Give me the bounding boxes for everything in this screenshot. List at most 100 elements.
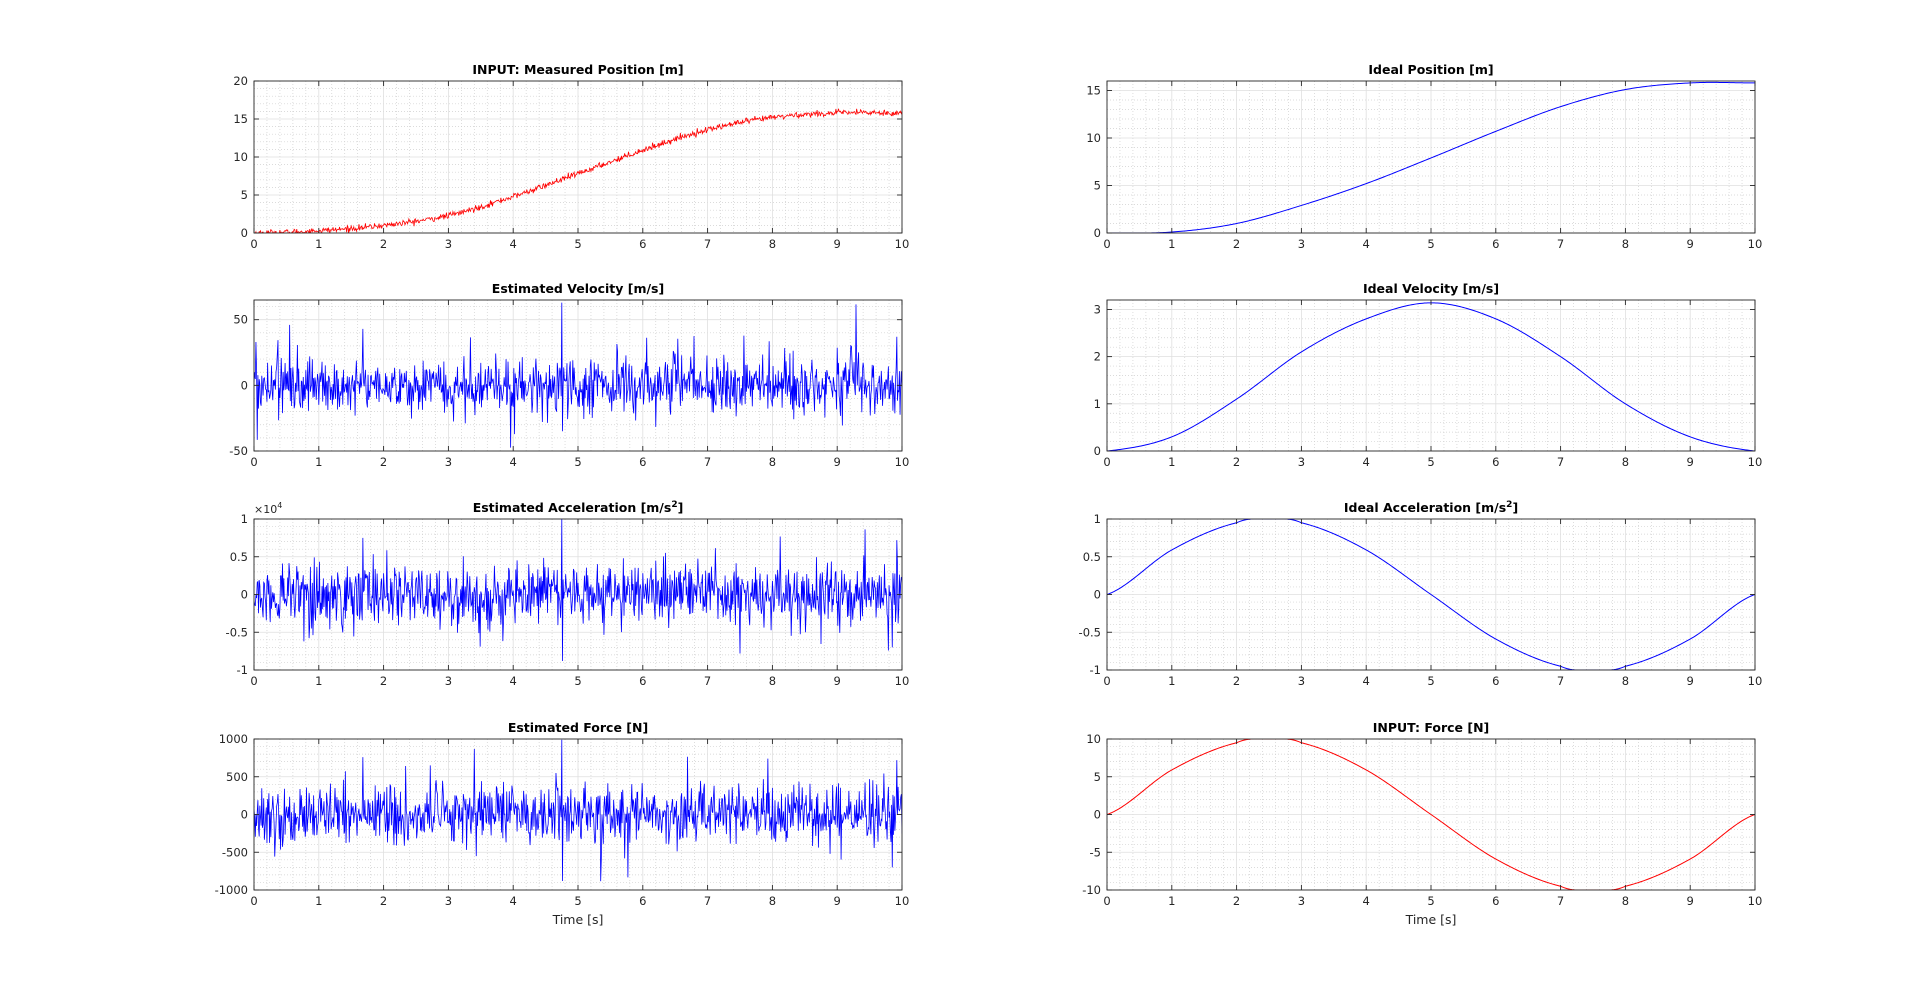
x-tick-label: 6	[1492, 455, 1499, 469]
x-tick-label: 7	[704, 237, 711, 251]
y-tick-label: 50	[233, 313, 248, 327]
chart-p8: 0 1 2 3 4 5 6 7 8 9 10 -10 -5 0 5 10 INPUT: Force [N] Tim…	[1082, 720, 1762, 927]
chart-p6: 0 1 2 3 4 5 6 7 8 9 10 -1 -0.5 0 0.5 1 Ideal Acceleratio…	[1079, 500, 1763, 688]
x-tick-label: 10	[895, 674, 910, 688]
chart-title: Ideal Position [m]	[1368, 62, 1493, 77]
x-tick-label: 7	[1557, 455, 1564, 469]
y-tick-label: 15	[1086, 84, 1101, 98]
x-tick-label: 8	[1622, 455, 1629, 469]
x-tick-label: 7	[1557, 674, 1564, 688]
x-tick-label: 8	[1622, 894, 1629, 908]
x-tick-label: 3	[1298, 674, 1305, 688]
x-tick-label: 5	[1427, 674, 1434, 688]
x-tick-label: 3	[1298, 894, 1305, 908]
chart-p5: 0 1 2 3 4 5 6 7 8 9 10 -1 -0.5 0 0.5 1 Estimated Acceler…	[226, 500, 910, 688]
y-tick-label: 1	[241, 512, 248, 526]
x-tick-label: 9	[1687, 455, 1694, 469]
y-tick-label: 2	[1094, 350, 1101, 364]
x-tick-label: 8	[769, 237, 776, 251]
x-tick-label: 8	[1622, 237, 1629, 251]
x-tick-label: 10	[1748, 455, 1763, 469]
y-tick-label: 0	[1094, 808, 1101, 822]
x-tick-label: 2	[380, 455, 387, 469]
x-tick-label: 1	[1168, 455, 1175, 469]
x-tick-label: 7	[1557, 237, 1564, 251]
x-axis-label: Time [s]	[552, 912, 604, 927]
y-tick-label: 0	[1094, 226, 1101, 240]
y-tick-label: 500	[226, 770, 248, 784]
x-tick-label: 2	[380, 674, 387, 688]
y-tick-label: 5	[1094, 179, 1101, 193]
y-tick-label: 1000	[219, 732, 248, 746]
x-tick-label: 2	[1233, 674, 1240, 688]
x-tick-label: 7	[704, 894, 711, 908]
y-tick-label: 0.5	[1083, 550, 1101, 564]
x-tick-label: 9	[1687, 894, 1694, 908]
x-tick-label: 9	[834, 674, 841, 688]
series-line	[1107, 81, 1755, 233]
y-tick-label: -1	[237, 663, 248, 677]
x-tick-label: 10	[895, 894, 910, 908]
x-tick-label: 4	[510, 674, 517, 688]
y-tick-label: 10	[1086, 131, 1101, 145]
y-tick-label: 0	[241, 226, 248, 240]
x-axis-label: Time [s]	[1405, 912, 1457, 927]
x-tick-label: 4	[510, 237, 517, 251]
y-tick-label: 0	[241, 378, 248, 392]
y-tick-label: -500	[222, 845, 248, 859]
chart-p7: 0 1 2 3 4 5 6 7 8 9 10 -1000 -500 0 500 1000 Estimated F…	[215, 720, 910, 927]
x-tick-label: 7	[704, 455, 711, 469]
y-tick-label: 0	[1094, 444, 1101, 458]
x-tick-label: 3	[445, 237, 452, 251]
series-line	[254, 302, 902, 448]
x-tick-label: 4	[1363, 674, 1370, 688]
x-tick-label: 0	[1103, 674, 1110, 688]
x-tick-label: 1	[1168, 237, 1175, 251]
x-tick-label: 6	[1492, 237, 1499, 251]
x-tick-label: 7	[1557, 894, 1564, 908]
x-tick-label: 0	[1103, 455, 1110, 469]
x-tick-label: 3	[445, 455, 452, 469]
x-tick-label: 0	[250, 674, 257, 688]
x-tick-label: 3	[1298, 237, 1305, 251]
x-tick-label: 4	[1363, 237, 1370, 251]
y-tick-label: -0.5	[1079, 625, 1101, 639]
x-tick-label: 5	[574, 455, 581, 469]
x-tick-label: 9	[834, 237, 841, 251]
x-tick-label: 3	[445, 894, 452, 908]
x-tick-label: 10	[895, 455, 910, 469]
x-tick-label: 5	[574, 894, 581, 908]
y-tick-label: -50	[229, 444, 248, 458]
chart-title: Estimated Acceleration [m/s2]	[473, 500, 684, 515]
x-tick-label: 1	[1168, 894, 1175, 908]
y-tick-label: 5	[1094, 770, 1101, 784]
y-tick-label: 10	[233, 150, 248, 164]
series-line	[1107, 519, 1755, 670]
y-tick-label: -10	[1082, 883, 1101, 897]
chart-title: Ideal Velocity [m/s]	[1363, 281, 1499, 296]
y-tick-label: -0.5	[226, 625, 248, 639]
x-tick-label: 9	[834, 894, 841, 908]
x-tick-label: 0	[1103, 894, 1110, 908]
x-tick-label: 8	[769, 455, 776, 469]
x-tick-label: 4	[1363, 455, 1370, 469]
chart-p1: 0 1 2 3 4 5 6 7 8 9 10 0 5 10 15 20 INPUT: Measured Posi…	[233, 62, 909, 251]
series-line	[254, 108, 902, 233]
y-tick-label: 5	[241, 188, 248, 202]
x-tick-label: 7	[704, 674, 711, 688]
x-tick-label: 6	[639, 894, 646, 908]
chart-title: Ideal Acceleration [m/s2]	[1344, 500, 1518, 515]
y-tick-label: 1	[1094, 512, 1101, 526]
x-tick-label: 10	[895, 237, 910, 251]
chart-title: INPUT: Measured Position [m]	[472, 62, 683, 77]
chart-title: Estimated Velocity [m/s]	[492, 281, 664, 296]
y-tick-label: -1000	[215, 883, 248, 897]
x-tick-label: 4	[510, 894, 517, 908]
x-tick-label: 1	[315, 894, 322, 908]
x-tick-label: 10	[1748, 674, 1763, 688]
chart-title: Estimated Force [N]	[508, 720, 648, 735]
y-tick-label: 0.5	[230, 550, 248, 564]
x-tick-label: 2	[1233, 455, 1240, 469]
